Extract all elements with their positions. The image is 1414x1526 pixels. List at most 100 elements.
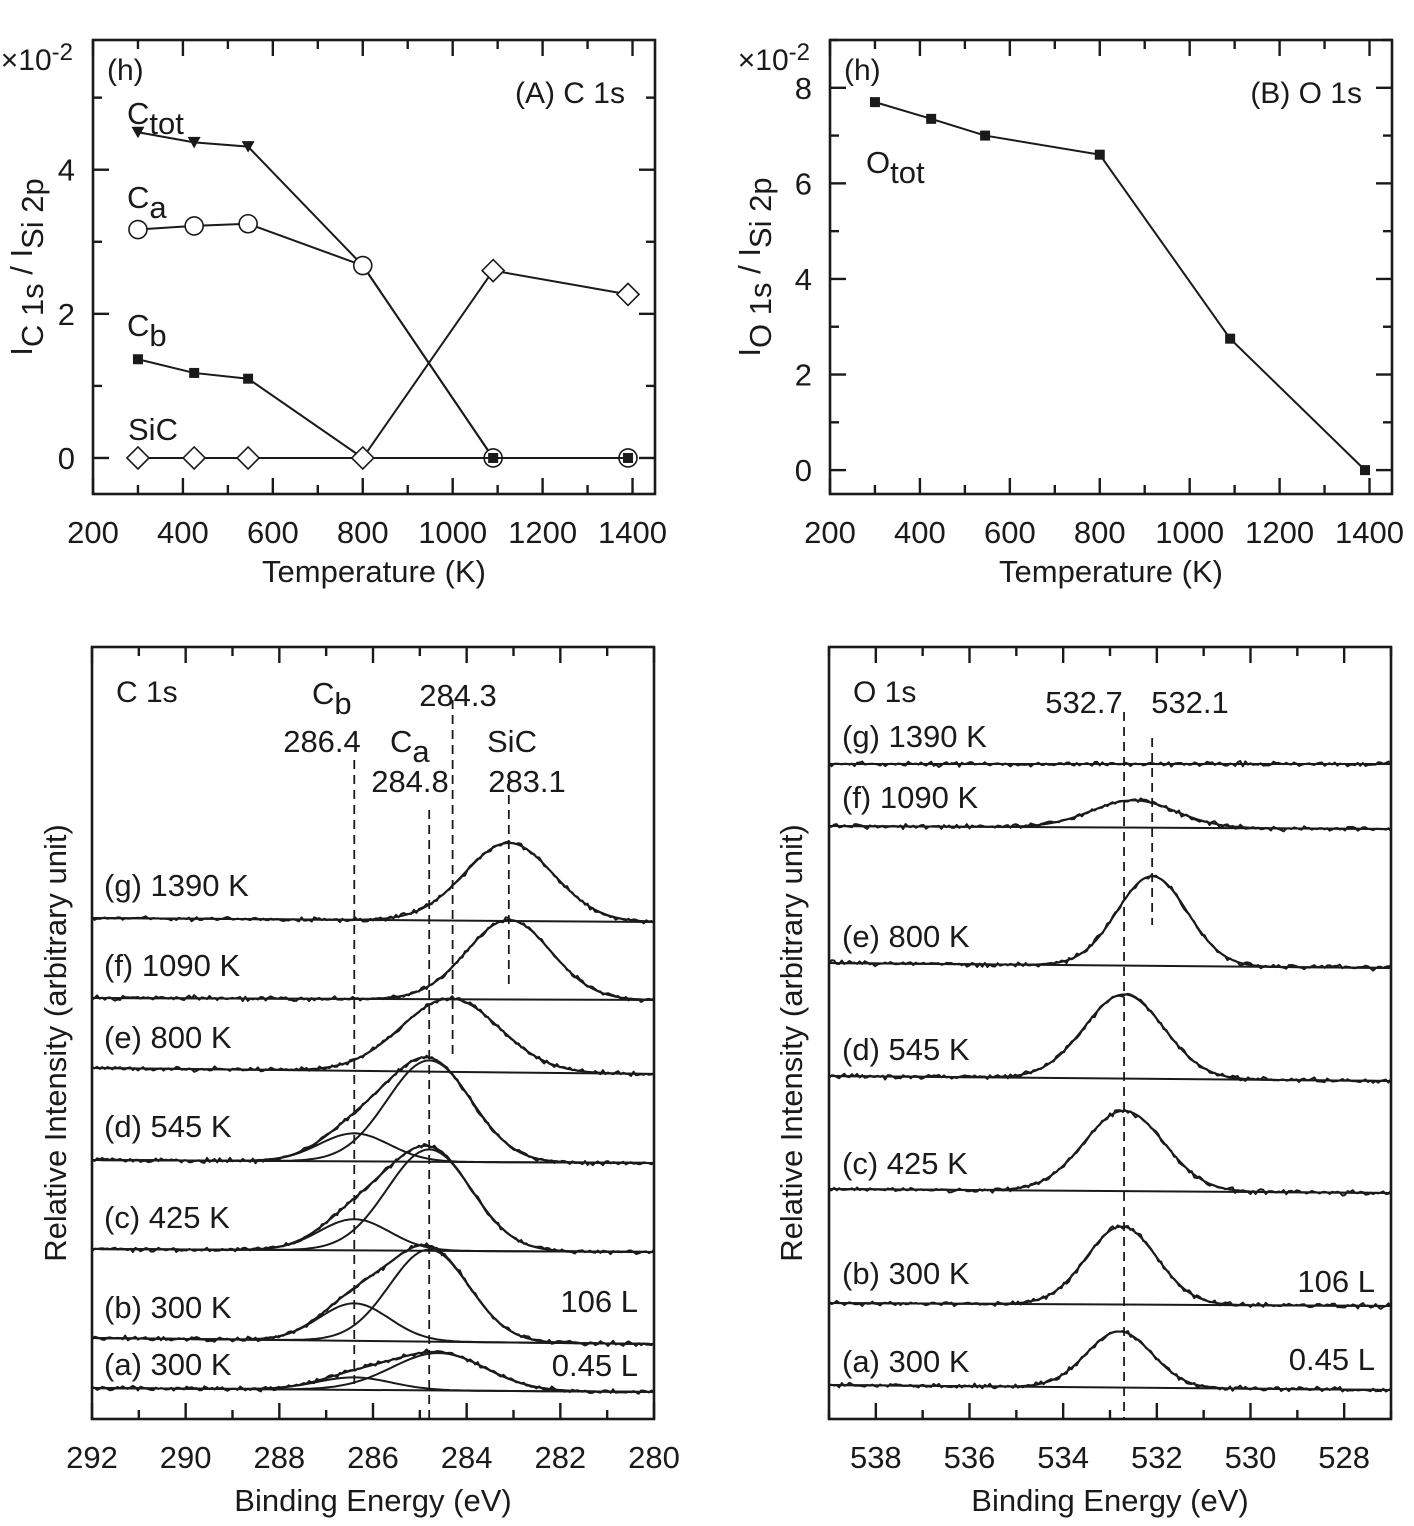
series-name: Ctot bbox=[127, 96, 184, 141]
y-tick-label: 2 bbox=[58, 297, 75, 332]
y-axis-label: IO 1s / ISi 2p bbox=[732, 177, 778, 356]
spectrum-fit bbox=[92, 919, 655, 1001]
marker-square bbox=[488, 452, 499, 463]
spectrum-label: (a) 300 K bbox=[104, 1347, 232, 1382]
x-tick-label: 800 bbox=[1074, 515, 1126, 550]
marker-diamond bbox=[615, 282, 641, 307]
spectrum-label: (g) 1390 K bbox=[104, 868, 249, 903]
plot-frame bbox=[828, 38, 1394, 496]
marker-square bbox=[869, 97, 880, 108]
x-tick-label: 282 bbox=[534, 1440, 586, 1475]
y-tick-label: 0 bbox=[58, 441, 75, 476]
series-Ca: Ca bbox=[127, 180, 638, 468]
x-axis-label: Temperature (K) bbox=[999, 554, 1223, 589]
panel-title: (A) C 1s bbox=[515, 77, 625, 110]
x-tick-label: 292 bbox=[66, 1440, 118, 1475]
spectrum-fit bbox=[92, 997, 655, 1075]
spectrum-label: (c) 425 K bbox=[104, 1200, 230, 1235]
spectrum-fit bbox=[829, 875, 1391, 969]
x-tick-label: 1400 bbox=[598, 515, 667, 550]
panel-B: 200 400 600 800 1000 1200 1400 0 2 4 6 8×10-2 (h) (B)… bbox=[732, 38, 1404, 589]
dose-label: 0.45 L bbox=[552, 1348, 638, 1383]
spectrum-label: (d) 545 K bbox=[104, 1109, 232, 1144]
marker-square bbox=[1360, 465, 1371, 476]
x-tick-label: 600 bbox=[247, 515, 299, 550]
y-tick-label: 4 bbox=[58, 153, 75, 188]
spectrum: (c) 425 K bbox=[91, 1143, 655, 1256]
series-name: Cb bbox=[127, 308, 167, 353]
marker-triangle bbox=[241, 141, 255, 153]
x-axis-label: Binding Energy (eV) bbox=[971, 1483, 1248, 1518]
spectrum: (e) 800 K bbox=[91, 995, 655, 1077]
x-tick-label: 1200 bbox=[508, 515, 577, 550]
x-tick-label: 400 bbox=[894, 515, 946, 550]
series-Ctot: Ctot bbox=[127, 96, 635, 464]
x-tick-label: 1000 bbox=[418, 515, 487, 550]
x-tick-label: 280 bbox=[628, 1440, 680, 1475]
spectrum-fit bbox=[829, 1225, 1391, 1307]
series-Otot: Otot bbox=[866, 97, 1371, 476]
spectrum: (a) 300 K 0.45 L bbox=[91, 1347, 655, 1395]
x-axis-label: Binding Energy (eV) bbox=[234, 1483, 511, 1518]
y-tick-label: 4 bbox=[795, 262, 812, 297]
spectrum-label: (f) 1090 K bbox=[842, 780, 978, 815]
marker-square bbox=[243, 373, 254, 384]
series-line bbox=[137, 222, 629, 459]
spectrum-fit bbox=[92, 1244, 654, 1345]
spectrum: (d) 545 K bbox=[91, 1054, 655, 1167]
x-tick-label: 286 bbox=[347, 1440, 399, 1475]
plot-frame bbox=[91, 38, 657, 496]
panel-title: C 1s bbox=[116, 676, 178, 709]
x-tick-label: 200 bbox=[804, 515, 856, 550]
x-tick-label: 800 bbox=[337, 515, 389, 550]
y-axis-label: Relative Intensity (arbitrary unit) bbox=[38, 824, 73, 1262]
x-tick-label: 1000 bbox=[1155, 515, 1224, 550]
panel-C: 292 290 288 286 284 282 280 Binding Energy (eV)… bbox=[38, 645, 680, 1518]
spectrum-fit bbox=[829, 799, 1391, 830]
x-tick-label: 532 bbox=[1131, 1440, 1183, 1475]
marker-triangle bbox=[131, 126, 145, 139]
spectrum-fit bbox=[92, 1056, 654, 1164]
series-line bbox=[874, 101, 1366, 471]
spectrum-fit bbox=[829, 1109, 1391, 1194]
marker-circle bbox=[184, 216, 204, 236]
spectrum-label: (e) 800 K bbox=[104, 1020, 232, 1055]
x-tick-label: 1200 bbox=[1245, 515, 1314, 550]
peak-marker-value: 286.4 bbox=[283, 724, 361, 759]
spectrum: (f) 1090 K bbox=[828, 780, 1392, 833]
panel-D: 538 536 534 532 530 528 Binding Energy (eV) Rel… bbox=[774, 645, 1393, 1518]
peak-marker-name: Ca bbox=[390, 724, 430, 769]
marker-square bbox=[1094, 149, 1105, 160]
y-axis-label: IC 1s / ISi 2p bbox=[4, 178, 50, 356]
series-name: Ca bbox=[127, 180, 167, 225]
y-tick-label: 0 bbox=[795, 453, 812, 488]
spectrum-label: (b) 300 K bbox=[842, 1256, 970, 1291]
panel-label: (h) bbox=[107, 54, 144, 87]
y-multiplier: ×10-2 bbox=[1, 39, 73, 77]
marker-square bbox=[623, 452, 634, 463]
x-tick-label: 288 bbox=[253, 1440, 305, 1475]
spectrum-fit bbox=[92, 1144, 654, 1253]
spectrum: (a) 300 K 0.45 L bbox=[828, 1329, 1392, 1393]
series-line bbox=[137, 358, 629, 459]
panel-A: 200 400 600 800 1000 1200 1400 0 2 4 ×10-2 (h) (A) C… bbox=[1, 38, 667, 589]
spectrum: (e) 800 K bbox=[828, 874, 1392, 972]
spectrum-fit bbox=[92, 1350, 654, 1393]
panel-title: (B) O 1s bbox=[1250, 77, 1362, 110]
spectrum-fit bbox=[829, 993, 1391, 1082]
marker-circle bbox=[238, 213, 258, 234]
marker-circle bbox=[128, 219, 148, 240]
peak-marker-value: 532.1 bbox=[1151, 685, 1229, 720]
peak-marker-name: Cb bbox=[312, 676, 352, 721]
marker-triangle bbox=[187, 136, 201, 149]
peak-marker-value: 284.8 bbox=[371, 764, 449, 799]
dose-label: 106 L bbox=[1297, 1264, 1375, 1299]
x-tick-label: 400 bbox=[157, 515, 209, 550]
peak-marker-name: SiC bbox=[487, 724, 537, 759]
spectrum-fit bbox=[92, 841, 655, 923]
spectrum-label: (d) 545 K bbox=[842, 1032, 970, 1067]
dose-label: 0.45 L bbox=[1289, 1342, 1375, 1377]
spectrum-label: (a) 300 K bbox=[842, 1344, 970, 1379]
